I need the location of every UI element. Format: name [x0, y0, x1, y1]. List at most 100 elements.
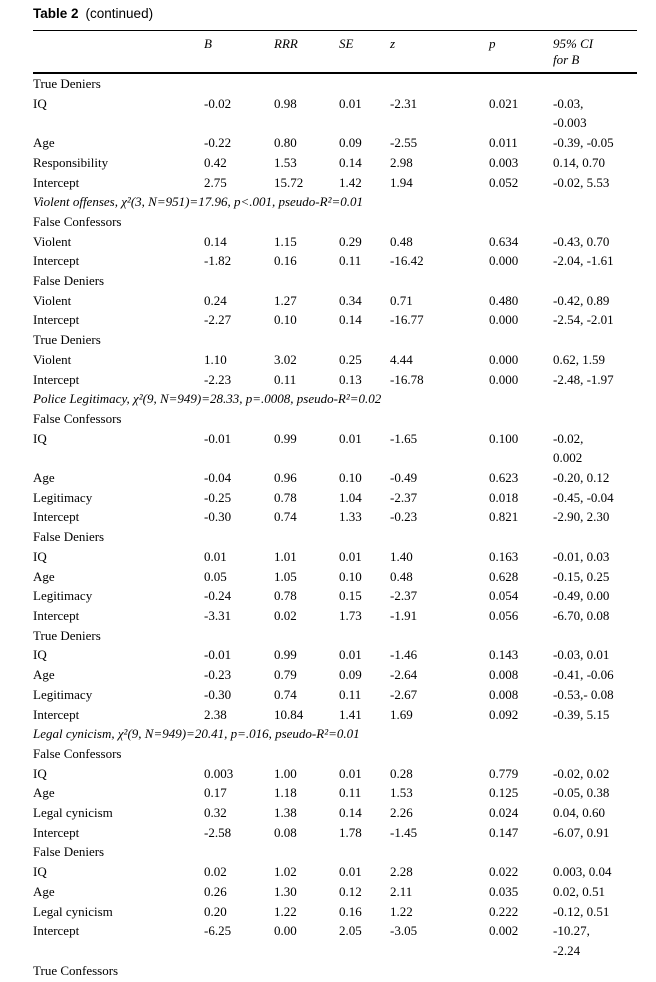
cell-b: 0.01 — [204, 548, 227, 564]
cell-p: 0.125 — [489, 785, 519, 801]
cell-rrr: 3.02 — [274, 351, 297, 367]
cell-p: 0.024 — [489, 805, 519, 821]
cell-rrr: 1.22 — [274, 903, 297, 919]
cell-se: 0.01 — [339, 765, 362, 781]
cell-p: 0.100 — [489, 430, 519, 446]
cell-p: 0.480 — [489, 292, 519, 308]
column-header-b: B — [204, 36, 212, 51]
section-row: True Deniers — [33, 626, 637, 646]
cell-ci: -0.41, -0.06 — [553, 667, 614, 683]
cell-b: -0.23 — [204, 667, 232, 683]
cell-b: -0.30 — [204, 686, 232, 702]
table-row: Age 0.26 1.30 0.12 2.11 0.035 0.02, 0.51 — [33, 882, 637, 902]
cell-ci: -0.53,- 0.08 — [553, 686, 614, 702]
cell-ci: -0.02, 0.02 — [553, 765, 610, 781]
section-row: True Deniers — [33, 74, 637, 94]
table-row: Intercept -2.58 0.08 1.78 -1.45 0.147 -6.07, 0… — [33, 823, 637, 843]
cell-b: 0.17 — [204, 785, 227, 801]
table-row: IQ -0.01 0.99 0.01 -1.46 0.143 -0.03, 0.01 — [33, 645, 637, 665]
cell-b: -0.24 — [204, 588, 232, 604]
cell-z: -0.49 — [390, 470, 418, 486]
cell-b: -0.25 — [204, 489, 232, 505]
cell-ci: -0.12, 0.51 — [553, 903, 610, 919]
cell-b: -3.31 — [204, 607, 232, 623]
cell-b: -2.27 — [204, 312, 232, 328]
cell-z: 2.26 — [390, 805, 413, 821]
row-label: False Deniers — [33, 844, 105, 860]
cell-z: 0.48 — [390, 233, 413, 249]
table-row: Legitimacy -0.30 0.74 0.11 -2.67 0.008 -0.53,-… — [33, 685, 637, 705]
cell-z: -0.23 — [390, 509, 418, 525]
table-row: Legal cynicism 0.20 1.22 0.16 1.22 0.222 -0.12… — [33, 902, 637, 922]
table-row: Violent 1.10 3.02 0.25 4.44 0.000 0.62, 1.59 — [33, 350, 637, 370]
cell-se: 0.10 — [339, 568, 362, 584]
column-header-z: z — [390, 36, 396, 51]
cell-ci: -2.04, -1.61 — [553, 253, 614, 269]
cell-z: -16.77 — [390, 312, 424, 328]
table-row: IQ 0.003 1.00 0.01 0.28 0.779 -0.02, 0.02 — [33, 764, 637, 784]
stats-table: B RRR SE z p 95% CI for B True Deniers IQ… — [33, 30, 637, 982]
row-label: Age — [33, 470, 55, 486]
table-row: IQ 0.02 1.02 0.01 2.28 0.022 0.003, 0.04 — [33, 862, 637, 882]
cell-rrr: 1.38 — [274, 805, 297, 821]
row-label: Age — [33, 785, 55, 801]
table-row: Intercept -2.27 0.10 0.14 -16.77 0.000 -2.54, … — [33, 310, 637, 330]
table-row: Responsibility 0.42 1.53 0.14 2.98 0.003 0.14,… — [33, 153, 637, 173]
cell-z: -2.31 — [390, 95, 418, 111]
cell-z: -2.67 — [390, 686, 418, 702]
row-label: IQ — [33, 95, 47, 111]
cell-ci: -6.07, 0.91 — [553, 824, 610, 840]
cell-p: 0.634 — [489, 233, 519, 249]
cell-z: -16.78 — [390, 371, 424, 387]
cell-z: -2.37 — [390, 489, 418, 505]
cell-ci: 0.04, 0.60 — [553, 805, 605, 821]
table-row: Age -0.04 0.96 0.10 -0.49 0.623 -0.20, 0.12 — [33, 468, 637, 488]
cell-ci: -0.20, 0.12 — [553, 470, 610, 486]
table-row: IQ -0.02 0.98 0.01 -2.31 0.021 -0.03, -0.003 — [33, 94, 637, 133]
cell-ci: 0.14, 0.70 — [553, 154, 605, 170]
cell-rrr: 0.98 — [274, 95, 297, 111]
cell-ci: -2.54, -2.01 — [553, 312, 614, 328]
cell-se: 1.33 — [339, 509, 362, 525]
cell-p: 0.222 — [489, 903, 519, 919]
cell-b: -0.04 — [204, 470, 232, 486]
cell-b: 0.26 — [204, 883, 227, 899]
cell-ci: 0.62, 1.59 — [553, 351, 605, 367]
table-row: IQ 0.01 1.01 0.01 1.40 0.163 -0.01, 0.03 — [33, 547, 637, 567]
cell-rrr: 1.02 — [274, 864, 297, 880]
cell-z: 1.69 — [390, 706, 413, 722]
table-row: Age 0.05 1.05 0.10 0.48 0.628 -0.15, 0.25 — [33, 567, 637, 587]
cell-p: 0.052 — [489, 174, 519, 190]
cell-se: 1.73 — [339, 607, 362, 623]
cell-p: 0.000 — [489, 371, 519, 387]
row-label: Intercept — [33, 706, 80, 722]
table-row: Legitimacy -0.25 0.78 1.04 -2.37 0.018 -0.45, … — [33, 488, 637, 508]
cell-p: 0.056 — [489, 607, 519, 623]
cell-rrr: 1.00 — [274, 765, 297, 781]
cell-p: 0.022 — [489, 864, 519, 880]
column-header-ci: 95% CI for B — [553, 36, 594, 67]
cell-b: -0.22 — [204, 135, 232, 151]
cell-z: 4.44 — [390, 351, 413, 367]
cell-ci: -0.01, 0.03 — [553, 548, 610, 564]
cell-se: 0.01 — [339, 864, 362, 880]
cell-rrr: 1.30 — [274, 883, 297, 899]
cell-p: 0.000 — [489, 253, 519, 269]
section-row: False Confessors — [33, 409, 637, 429]
row-label: False Deniers — [33, 273, 105, 289]
cell-rrr: 0.79 — [274, 667, 297, 683]
section-row: False Deniers — [33, 842, 637, 862]
cell-p: 0.779 — [489, 765, 519, 781]
cell-z: -2.37 — [390, 588, 418, 604]
cell-rrr: 1.53 — [274, 154, 297, 170]
table-title-continued: (continued) — [85, 6, 154, 21]
cell-rrr: 0.78 — [274, 489, 297, 505]
cell-z: 0.48 — [390, 568, 413, 584]
cell-z: 1.94 — [390, 174, 413, 190]
cell-se: 0.15 — [339, 588, 362, 604]
cell-se: 1.04 — [339, 489, 362, 505]
row-label: Intercept — [33, 312, 80, 328]
cell-b: 2.38 — [204, 706, 227, 722]
cell-rrr: 0.78 — [274, 588, 297, 604]
cell-ci: -0.02, 0.002 — [553, 430, 584, 466]
